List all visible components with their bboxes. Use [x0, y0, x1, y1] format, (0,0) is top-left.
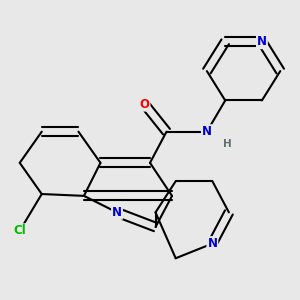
Text: N: N [257, 35, 267, 48]
Text: N: N [207, 237, 218, 250]
Text: O: O [140, 98, 149, 111]
Text: N: N [112, 206, 122, 219]
Text: Cl: Cl [14, 224, 26, 237]
Text: H: H [223, 140, 231, 149]
Text: N: N [202, 125, 212, 138]
